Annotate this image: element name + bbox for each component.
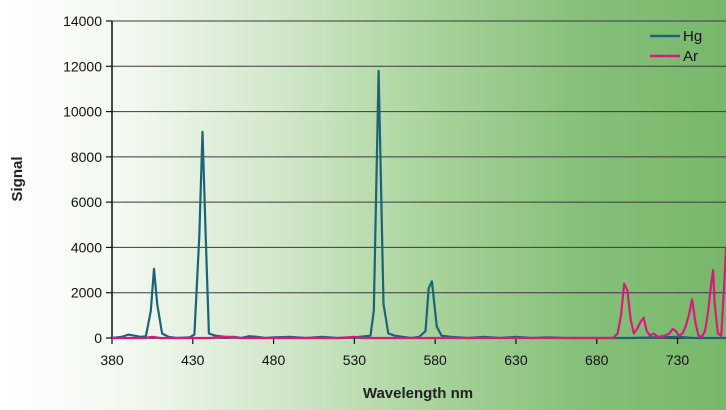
y-tick-label: 12000 bbox=[63, 58, 102, 74]
x-tick-label: 730 bbox=[666, 352, 690, 368]
y-tick-label: 6000 bbox=[71, 194, 102, 210]
y-tick-label: 14000 bbox=[63, 13, 102, 29]
y-tick-label: 0 bbox=[94, 330, 102, 346]
series-line-ar bbox=[112, 247, 726, 340]
legend-label-hg: Hg bbox=[683, 28, 702, 45]
x-tick-label: 580 bbox=[423, 352, 447, 368]
x-tick-label: 530 bbox=[343, 352, 367, 368]
y-axis-title: Signal bbox=[9, 156, 26, 201]
y-tick-label: 10000 bbox=[63, 104, 102, 120]
y-tick-label: 2000 bbox=[71, 285, 102, 301]
gridlines bbox=[112, 20, 726, 294]
x-tick-label: 680 bbox=[585, 352, 609, 368]
y-tick-label: 8000 bbox=[71, 149, 102, 165]
legend: Hg Ar bbox=[650, 28, 702, 65]
x-tick-label: 430 bbox=[181, 352, 205, 368]
legend-label-ar: Ar bbox=[683, 48, 698, 65]
x-tick-label: 630 bbox=[504, 352, 528, 368]
series-layer bbox=[111, 69, 726, 340]
series-line-hg bbox=[111, 69, 726, 340]
x-tick-label: 480 bbox=[262, 352, 286, 368]
y-tick-label: 4000 bbox=[71, 239, 102, 255]
x-axis-title: Wavelength nm bbox=[363, 385, 473, 402]
x-tick-label: 380 bbox=[100, 352, 124, 368]
